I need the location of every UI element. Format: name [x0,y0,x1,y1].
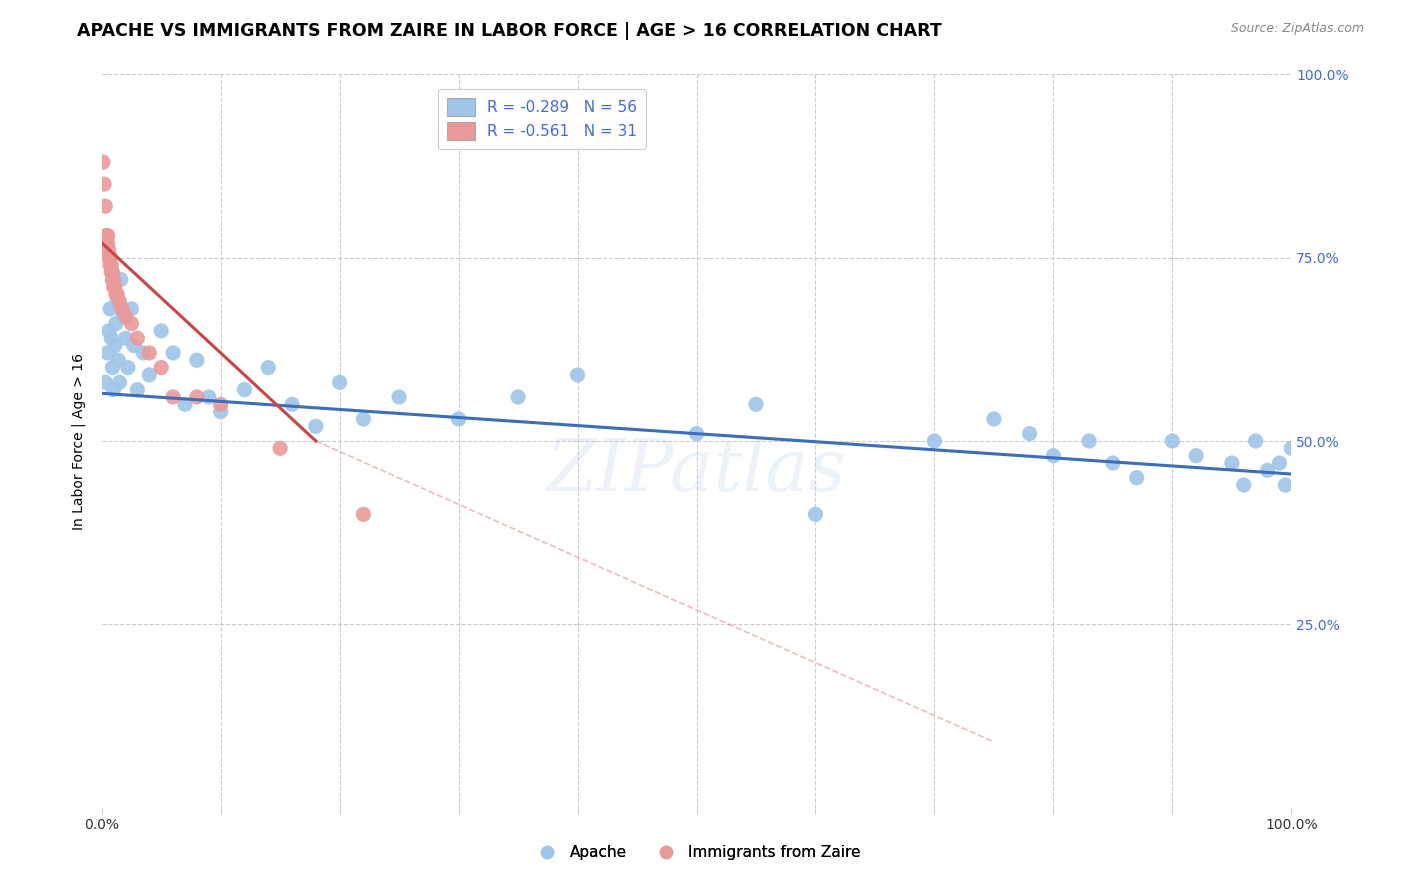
Point [983,412,1005,426]
Point [1161,434,1184,448]
Point [804,508,827,522]
Point [98,251,121,265]
Point [120,317,142,331]
Point [104,338,127,352]
Point [352,412,374,426]
Point [329,376,352,390]
Point [114,310,136,324]
Point [97,346,120,360]
Point [1185,449,1208,463]
Point [91,155,114,169]
Point [94,376,117,390]
Point [98,301,121,316]
Point [269,442,291,456]
Point [1125,471,1147,485]
Point [506,390,529,404]
Point [100,265,122,279]
Point [103,272,125,286]
Point [94,199,117,213]
Point [114,331,136,345]
Point [117,360,139,375]
Point [110,272,132,286]
Point [233,383,256,397]
Point [97,324,120,338]
Point [924,434,946,448]
Point [1078,434,1101,448]
Point [1268,456,1291,470]
Legend: Apache, Immigrants from Zaire: Apache, Immigrants from Zaire [526,839,868,866]
Point [96,228,118,243]
Point [1244,434,1267,448]
Text: APACHE VS IMMIGRANTS FROM ZAIRE IN LABOR FORCE | AGE > 16 CORRELATION CHART: APACHE VS IMMIGRANTS FROM ZAIRE IN LABOR… [77,22,942,40]
Point [1018,426,1040,441]
Point [132,346,155,360]
Point [197,390,219,404]
Point [745,397,768,411]
Point [138,346,160,360]
Point [1220,456,1243,470]
Point [1102,456,1125,470]
Point [150,360,173,375]
Point [93,177,115,191]
Point [108,294,131,309]
Point [162,346,184,360]
Point [1279,442,1302,456]
Point [105,294,128,309]
Text: ZIPatlas: ZIPatlas [547,435,846,506]
Point [101,265,124,279]
Point [101,360,124,375]
Point [111,301,134,316]
Point [186,353,208,368]
Point [104,317,127,331]
Point [567,368,589,382]
Point [98,258,121,272]
Point [104,280,127,294]
Point [162,390,184,404]
Point [127,383,149,397]
Point [104,287,127,301]
Point [97,251,120,265]
Point [281,397,304,411]
Point [257,360,280,375]
Point [127,331,149,345]
Point [107,353,129,368]
Text: Source: ZipAtlas.com: Source: ZipAtlas.com [1230,22,1364,36]
Point [97,243,120,257]
Point [122,338,145,352]
Point [1233,478,1256,492]
Point [305,419,328,434]
Point [150,324,173,338]
Point [100,258,122,272]
Point [101,272,124,286]
Point [97,235,120,250]
Point [103,280,125,294]
Point [112,310,135,324]
Point [388,390,411,404]
Point [1274,478,1296,492]
Point [97,228,120,243]
Point [1042,449,1064,463]
Point [209,404,232,418]
Point [685,426,707,441]
Point [209,397,232,411]
Point [120,301,142,316]
Point [1257,463,1279,477]
Point [138,368,160,382]
Point [100,331,122,345]
Point [108,376,131,390]
Point [352,508,374,522]
Point [105,287,128,301]
Y-axis label: In Labor Force | Age > 16: In Labor Force | Age > 16 [72,352,86,530]
Point [103,383,125,397]
Point [186,390,208,404]
Point [174,397,197,411]
Point [447,412,470,426]
